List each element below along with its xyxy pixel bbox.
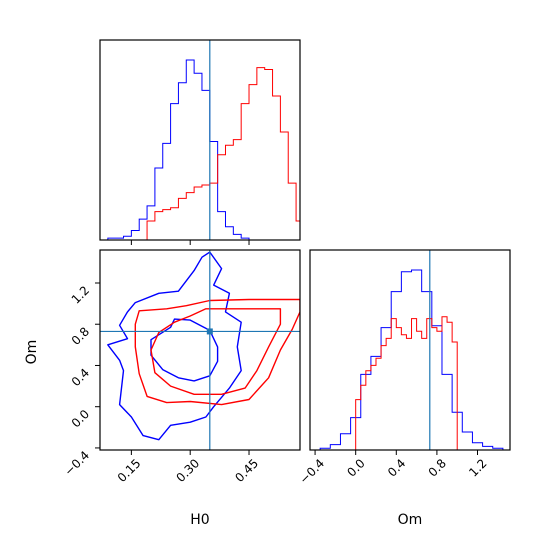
contour-series-0-outer-contour (107, 251, 242, 441)
h0-axis-tick-label-1: 0.30 (174, 456, 203, 485)
om-marginal-axis-tick-label-2: 0.4 (385, 456, 408, 479)
histogram-series-0 (100, 59, 257, 241)
om-marginal-axis-tick-label-4: 1.2 (466, 456, 489, 479)
om-marginal-axis-tick-label-1: 0.0 (344, 456, 367, 479)
histogram-series-1 (146, 67, 301, 240)
h0-marginal-panel (99, 39, 301, 245)
om-axis-tick-label-2: 0.4 (69, 366, 92, 389)
contour-plot-area (100, 250, 300, 450)
histogram-series-1 (355, 316, 458, 450)
contour-series-1-outer-contour (134, 298, 300, 406)
om-marginal-axis-tick-label-0: −0.4 (297, 456, 328, 487)
om-axis-tick-label-3: 0.8 (69, 324, 92, 347)
x-axis-label-om: Om (398, 512, 423, 528)
om-marginal-panel: −0.4 0.0 0.4 0.8 1.2 (297, 249, 511, 487)
h0-axis-tick-label-0: 0.15 (115, 456, 144, 485)
h0-om-contour-panel: 0.15 0.30 0.45 −0.4 0.0 0.4 0.8 1.2 (62, 249, 301, 485)
h0-axis-tick-label-2: 0.45 (232, 456, 261, 485)
om-axis-tick-label-1: 0.0 (69, 407, 92, 430)
contour-series-1-inner-contour (150, 308, 282, 395)
x-axis-label-h0: H0 (190, 512, 209, 528)
contour-frame (99, 249, 301, 451)
om-marginal-frame (309, 249, 511, 451)
y-axis-label-om: Om (24, 340, 40, 365)
histogram-series-0 (310, 269, 510, 451)
om-axis-tick-label-0: −0.4 (62, 448, 93, 479)
om-axis-tick-label-4: 1.2 (69, 283, 92, 306)
truth-marker (206, 328, 213, 335)
om-marginal-axis-tick-label-3: 0.8 (426, 456, 449, 479)
h0-marginal-frame (99, 39, 301, 241)
contour-series-0-inner-contour (150, 318, 219, 382)
